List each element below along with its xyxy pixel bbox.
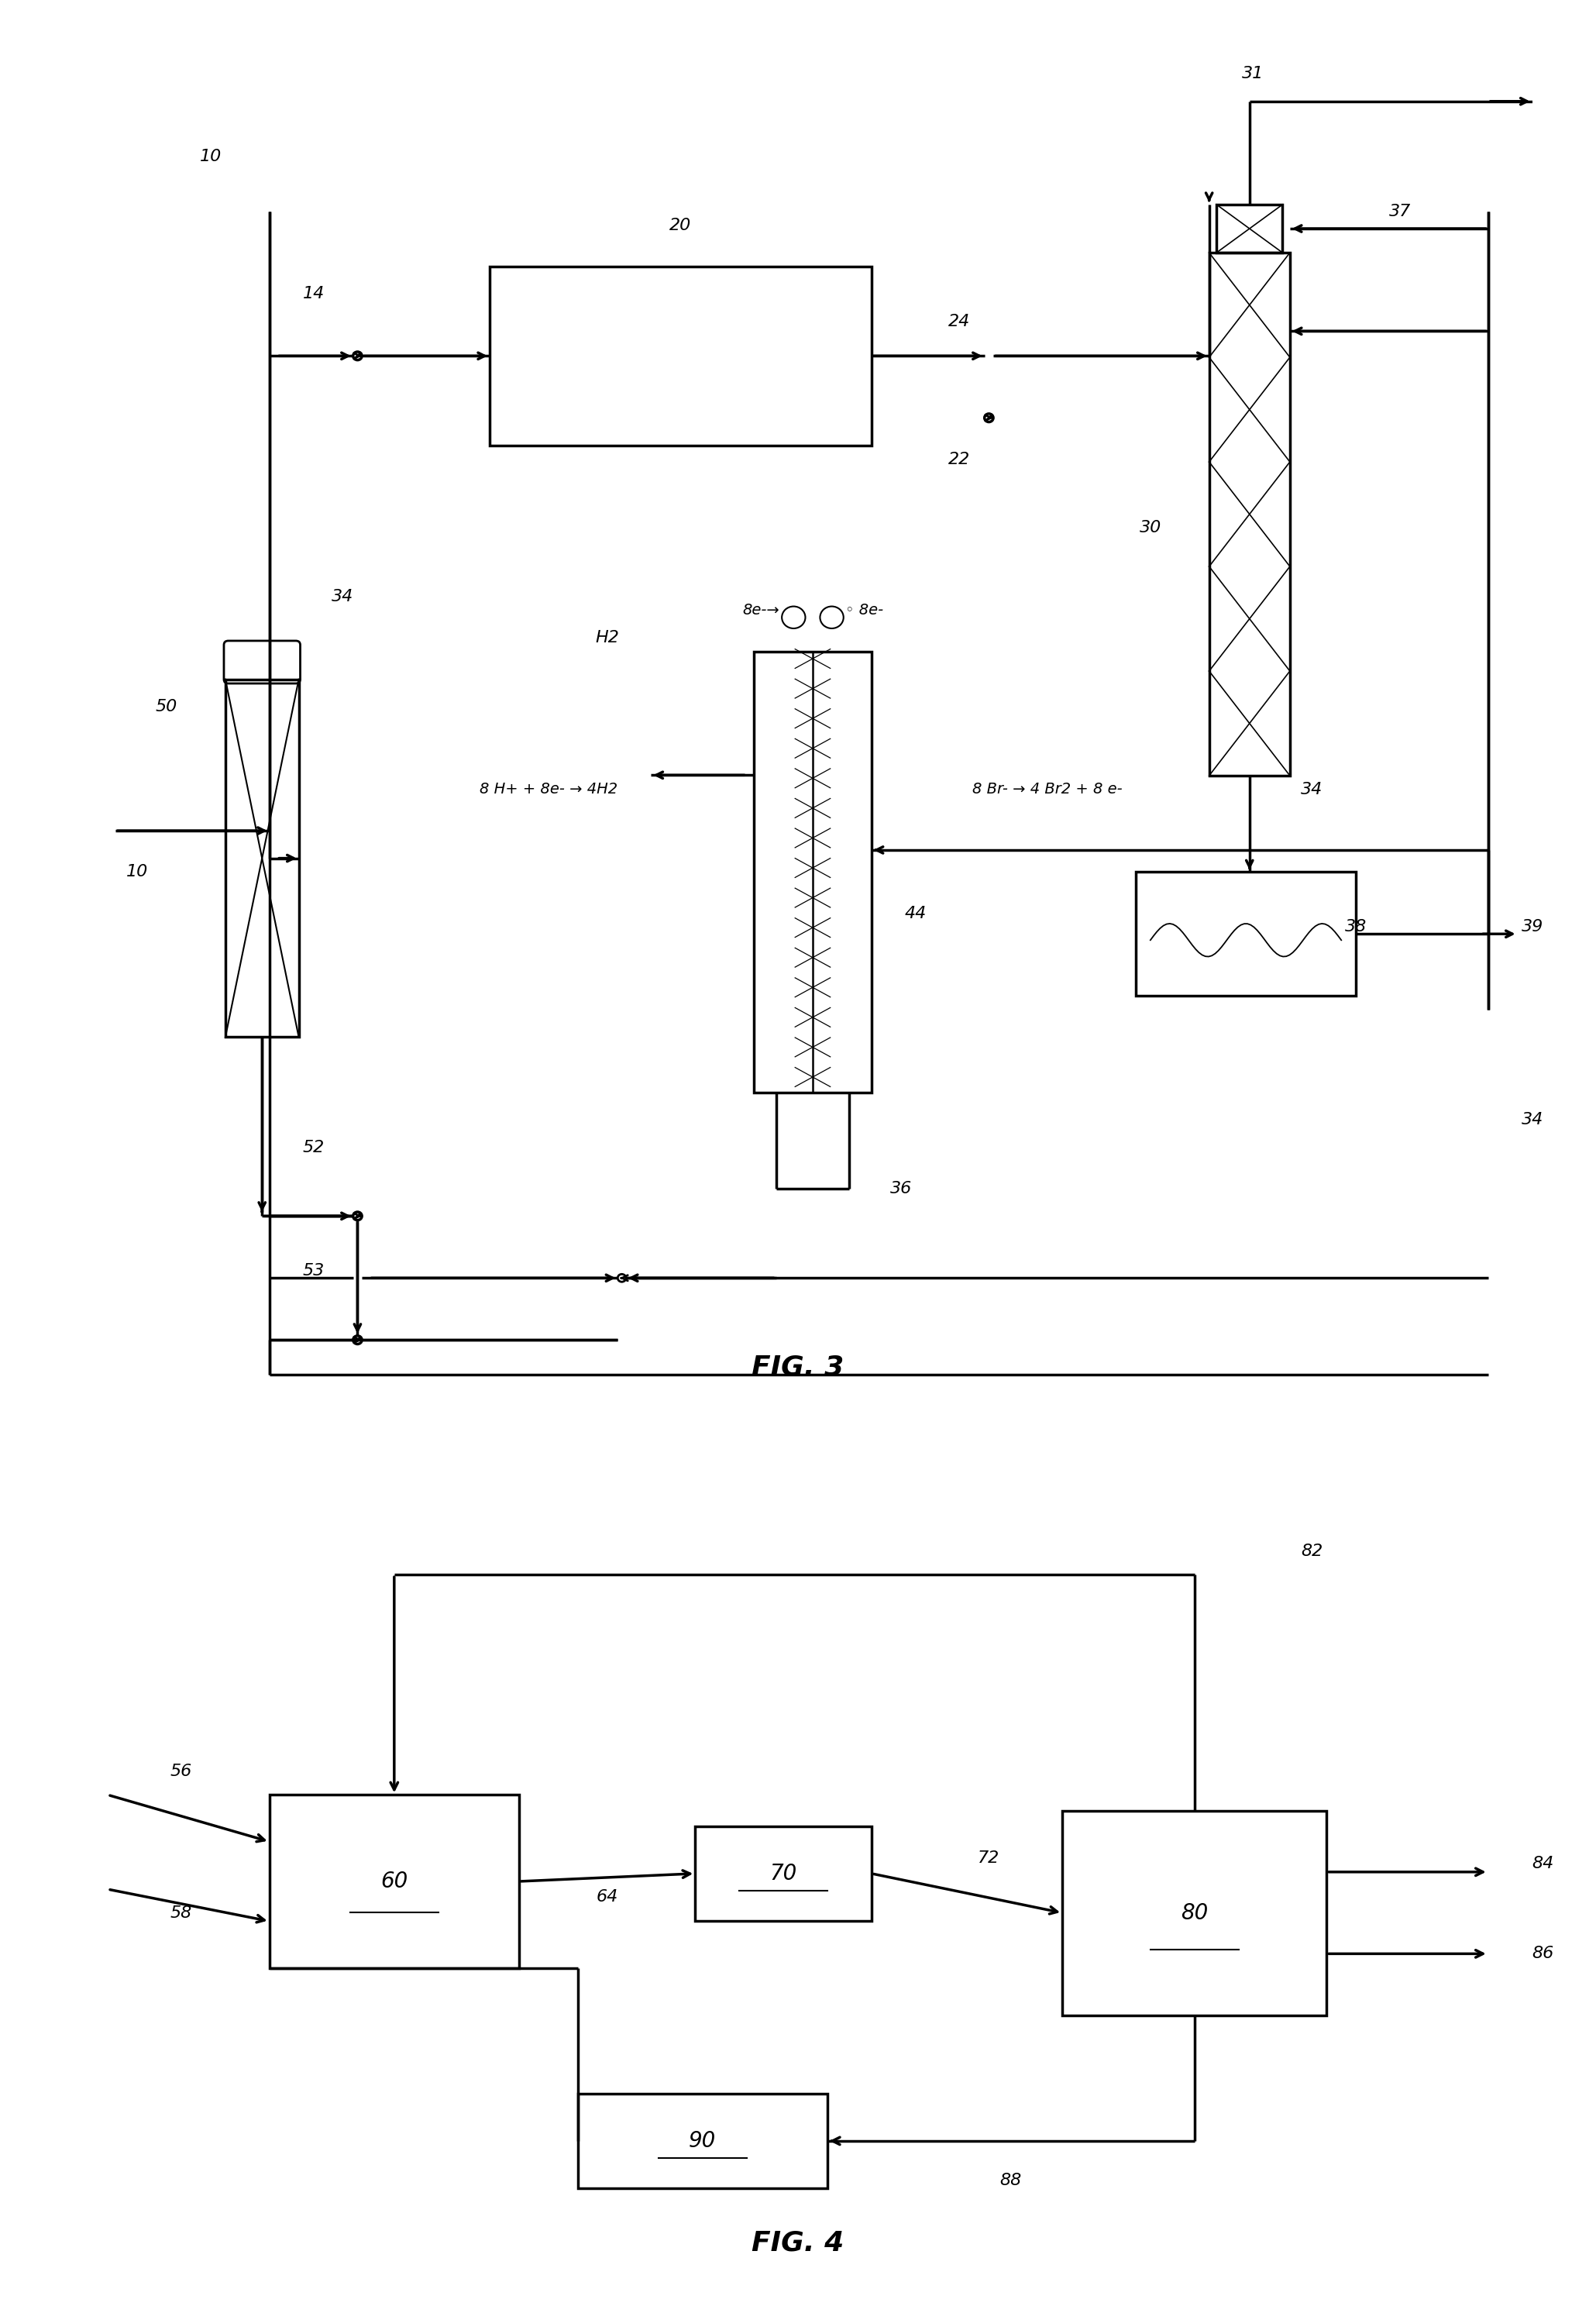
Bar	[1063, 1811, 1326, 2015]
Bar	[753, 652, 871, 1092]
Text: 50: 50	[156, 699, 177, 715]
Text: 52: 52	[303, 1140, 324, 1154]
Text: 38: 38	[1345, 918, 1366, 934]
Text: 34: 34	[1521, 1113, 1543, 1126]
Text: H2: H2	[595, 629, 619, 645]
Text: 44: 44	[905, 904, 926, 921]
Text: 34: 34	[332, 590, 354, 604]
Text: 10: 10	[200, 148, 222, 164]
Text: 22: 22	[948, 451, 970, 467]
Bar	[1210, 252, 1290, 775]
Text: 30: 30	[1140, 520, 1162, 537]
Text: 56: 56	[171, 1763, 192, 1779]
Text: 90: 90	[689, 2130, 717, 2151]
Bar	[696, 1827, 871, 1920]
Text: 34: 34	[1301, 782, 1323, 798]
Text: 8 H+ + 8e- → 4H2: 8 H+ + 8e- → 4H2	[479, 782, 618, 796]
Bar	[1136, 872, 1357, 997]
Text: 82: 82	[1301, 1543, 1323, 1559]
Text: 39: 39	[1521, 918, 1543, 934]
Text: 86: 86	[1532, 1945, 1555, 1961]
Bar	[578, 2093, 827, 2188]
Text: 80: 80	[1181, 1901, 1208, 1924]
Text: 8e-→: 8e-→	[742, 604, 780, 618]
Text: 72: 72	[978, 1850, 999, 1867]
Text: 88: 88	[1001, 2172, 1021, 2188]
Bar	[270, 1795, 519, 1968]
Text: 53: 53	[303, 1263, 324, 1279]
Text: 84: 84	[1532, 1855, 1555, 1871]
Text: 14: 14	[303, 287, 324, 301]
Text: 70: 70	[769, 1862, 796, 1885]
Text: FIG. 3: FIG. 3	[752, 1355, 844, 1381]
Text: 10: 10	[126, 865, 148, 879]
Text: 8 Br- → 4 Br2 + 8 e-: 8 Br- → 4 Br2 + 8 e-	[972, 782, 1122, 796]
Text: 60: 60	[380, 1871, 409, 1892]
Text: 20: 20	[670, 217, 691, 234]
Bar	[225, 680, 298, 1036]
Text: 58: 58	[171, 1906, 192, 1920]
Text: 36: 36	[891, 1180, 911, 1196]
Bar	[1216, 204, 1283, 252]
Text: FIG. 4: FIG. 4	[752, 2230, 844, 2255]
Text: 31: 31	[1242, 67, 1264, 81]
Text: 24: 24	[948, 315, 970, 328]
Text: 64: 64	[597, 1890, 618, 1906]
Bar	[490, 266, 871, 446]
Text: ◦ 8e-: ◦ 8e-	[844, 604, 883, 618]
Text: 37: 37	[1389, 204, 1411, 220]
